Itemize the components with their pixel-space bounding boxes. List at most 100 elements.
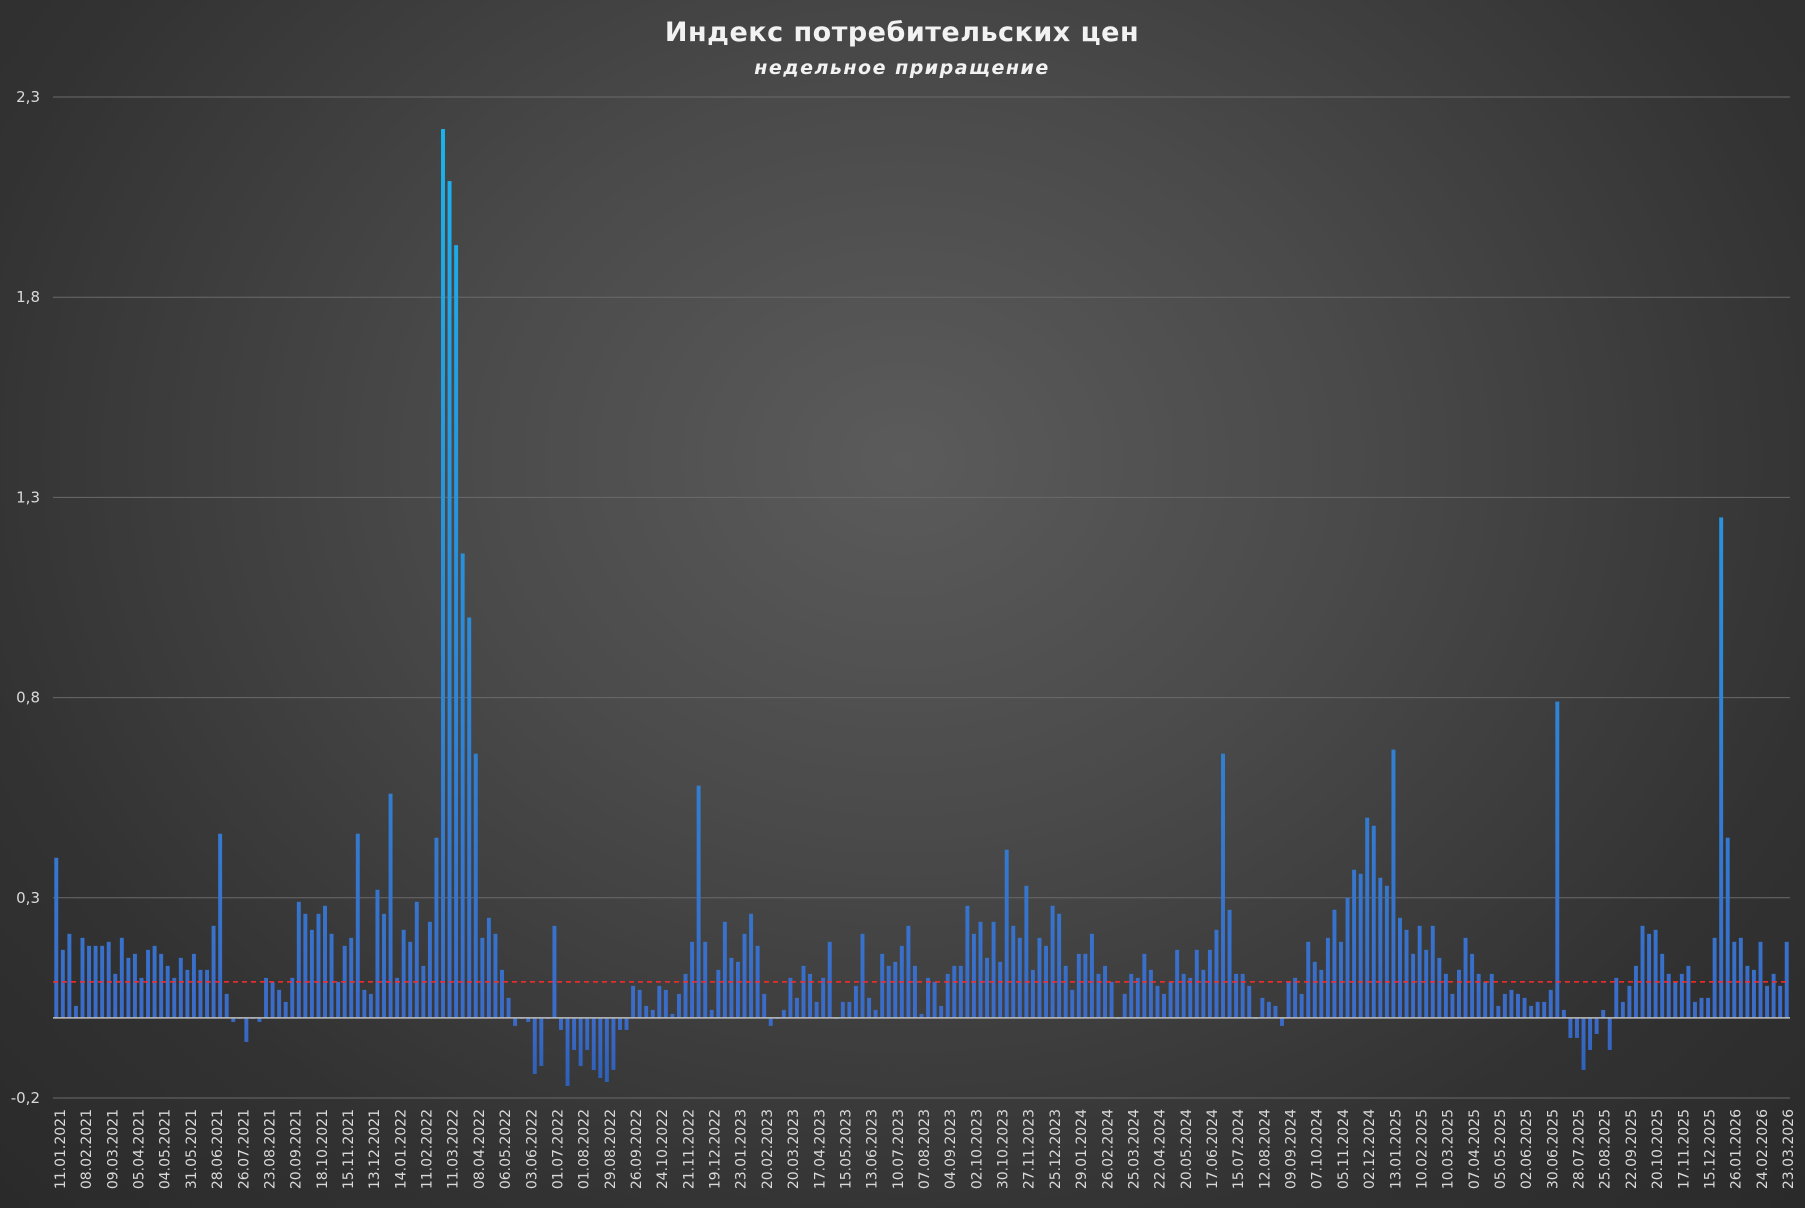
x-tick-label: 22.04.2024 (1153, 1109, 1169, 1189)
x-tick-label: 19.12.2022 (708, 1109, 724, 1189)
bar (165, 965, 170, 1018)
bar (1371, 825, 1376, 1018)
bar (60, 949, 65, 1018)
bar (1227, 909, 1232, 1018)
bar (1588, 1017, 1593, 1050)
bar (1286, 981, 1291, 1018)
bar (604, 1017, 609, 1082)
bar (1050, 905, 1055, 1018)
bar (113, 973, 118, 1018)
bar (880, 953, 885, 1018)
bar (506, 997, 511, 1018)
bar (1057, 913, 1062, 1018)
bar (1122, 993, 1127, 1018)
bar (808, 973, 813, 1018)
bar (794, 997, 799, 1018)
bar (139, 977, 144, 1018)
bar (172, 977, 177, 1018)
bar (611, 1017, 616, 1070)
bar (1745, 965, 1750, 1018)
bar (1352, 869, 1357, 1018)
bar (447, 181, 452, 1018)
bar (821, 977, 826, 1018)
x-tick-label: 15.11.2021 (341, 1109, 357, 1189)
chart-title: Индекс потребительских цен (665, 17, 1139, 48)
bar (1070, 989, 1075, 1018)
bar (919, 1013, 924, 1018)
x-tick-label: 23.08.2021 (262, 1109, 278, 1189)
bar (985, 957, 990, 1018)
bar (54, 857, 59, 1018)
bar (1660, 953, 1665, 1018)
bar (1247, 985, 1252, 1018)
bar (1457, 969, 1461, 1018)
bar (1437, 957, 1442, 1018)
bar (486, 917, 491, 1018)
bar (362, 989, 367, 1018)
bar (637, 989, 642, 1018)
bar (1391, 749, 1396, 1018)
bar (1673, 981, 1678, 1018)
bar (1653, 929, 1658, 1018)
x-tick-label: 04.05.2021 (158, 1109, 174, 1189)
x-tick-label: 05.05.2025 (1493, 1109, 1509, 1189)
bar (1135, 977, 1140, 1018)
bar (264, 977, 268, 1018)
bar (1293, 977, 1298, 1018)
bar (1175, 949, 1180, 1018)
bar (847, 1001, 852, 1018)
bar (355, 833, 360, 1018)
bar (1155, 985, 1160, 1018)
bar (860, 933, 865, 1018)
bar (1627, 985, 1632, 1018)
x-tick-label: 20.10.2025 (1650, 1109, 1666, 1189)
bars (54, 129, 1789, 1086)
bar (1384, 885, 1389, 1018)
bar (958, 965, 963, 1018)
bar (467, 617, 472, 1018)
x-tick-label: 30.06.2025 (1545, 1109, 1561, 1189)
bar (585, 1017, 590, 1050)
bar (1496, 1005, 1501, 1018)
x-tick-label: 21.11.2022 (681, 1109, 697, 1189)
x-tick-label: 29.08.2022 (603, 1109, 619, 1189)
bar (1607, 1017, 1612, 1050)
x-tick-label: 17.04.2023 (812, 1109, 828, 1189)
bar (211, 925, 216, 1018)
x-tick-label: 08.02.2021 (79, 1109, 95, 1189)
bar (421, 965, 426, 1018)
bar (998, 961, 1003, 1018)
bar (591, 1017, 596, 1070)
bar (205, 969, 209, 1018)
bar (191, 953, 196, 1018)
bar (1725, 837, 1730, 1018)
bar (1411, 953, 1416, 1018)
bar (572, 1017, 577, 1050)
y-tick-label: 1,8 (16, 288, 40, 306)
bar (1614, 977, 1619, 1018)
bar (749, 913, 754, 1018)
bar (840, 1001, 845, 1018)
x-tick-label: 25.08.2025 (1598, 1109, 1614, 1189)
bar (644, 1005, 649, 1018)
x-tick-label: 26.07.2021 (236, 1109, 252, 1189)
bar (1568, 1017, 1573, 1038)
x-tick-label: 09.09.2024 (1284, 1109, 1300, 1189)
x-tick-label: 18.10.2021 (315, 1109, 331, 1189)
bar (742, 933, 747, 1018)
bar (762, 993, 767, 1018)
bar (1529, 1005, 1534, 1018)
bar (1240, 973, 1245, 1018)
bar (132, 953, 137, 1018)
bar (1502, 993, 1507, 1018)
bar (683, 973, 688, 1018)
bar (323, 905, 327, 1018)
bar (1148, 969, 1153, 1018)
bar (1345, 897, 1350, 1018)
y-tick-label: 2,3 (16, 88, 40, 106)
bar (336, 981, 341, 1018)
bar (401, 929, 406, 1018)
x-tick-label: 07.10.2024 (1310, 1109, 1326, 1189)
x-tick-label: 11.01.2021 (53, 1109, 69, 1189)
bar (224, 993, 229, 1018)
